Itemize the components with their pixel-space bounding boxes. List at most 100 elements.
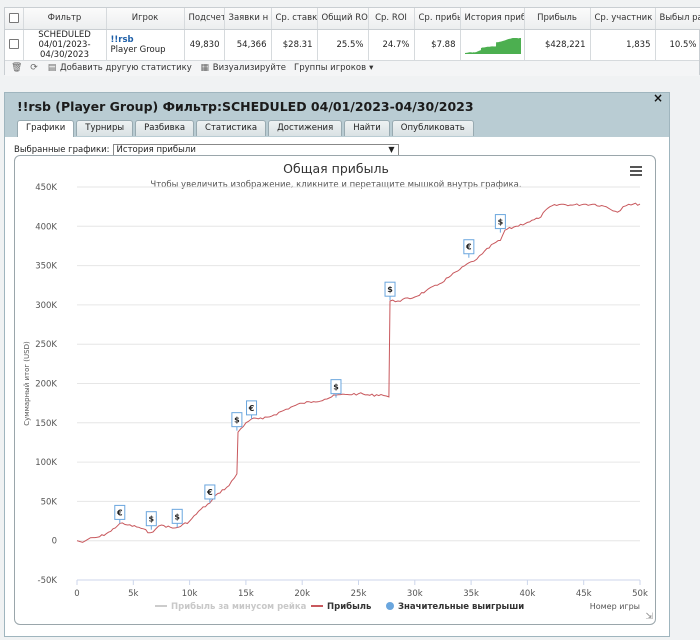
col-header-entries[interactable]: Заявки н <box>224 8 272 30</box>
x-tick-label: 50k <box>632 589 648 599</box>
profit-sparkline[interactable] <box>464 36 521 54</box>
tab-publish[interactable]: Опубликовать <box>391 120 474 136</box>
x-tick-label: 10k <box>182 589 198 599</box>
big-win-flag <box>231 412 243 428</box>
tab-achievements[interactable]: Достижения <box>268 120 343 136</box>
report-window-header: !!rsb (Player Group) Фильтр:SCHEDULED 04… <box>5 91 669 137</box>
x-axis-title: Номер игры <box>590 602 640 611</box>
big-win-symbol: € <box>116 508 123 517</box>
stats-table: Фильтр Игрок Подсчет Заявки н Ср. ставк … <box>5 8 700 60</box>
col-header-count[interactable]: Подсчет <box>184 8 225 30</box>
col-header-avg-profit[interactable]: Ср. прибы <box>414 8 461 30</box>
menu-bar <box>630 174 642 176</box>
legend-bigwin-label: Значительные выигрыши <box>398 602 524 612</box>
col-header-avg-roi[interactable]: Ср. ROI <box>368 8 415 30</box>
x-tick-label: 30k <box>407 589 423 599</box>
profit-history-cell[interactable] <box>460 29 525 60</box>
big-win-symbol: $ <box>387 285 393 294</box>
x-tick-label: 15k <box>238 589 254 599</box>
x-tick-label: 40k <box>520 589 536 599</box>
trash-icon[interactable]: 🗑 <box>11 63 23 73</box>
big-win-flag <box>171 508 183 524</box>
big-win-symbol: $ <box>149 515 155 524</box>
x-tick-label: 25k <box>351 589 367 599</box>
x-tick-label: 20k <box>294 589 310 599</box>
player-name-link[interactable]: !!rsb <box>110 34 134 45</box>
big-win-symbol: € <box>248 404 255 413</box>
chart-icon: ▦ <box>200 63 210 73</box>
add-stat-button[interactable]: ▤ Добавить другую статистику <box>47 63 192 73</box>
big-win-symbol: € <box>465 243 472 252</box>
player-group-label: Player Group <box>110 44 166 55</box>
profit-series-line <box>76 202 641 543</box>
col-header-profit[interactable]: Прибыль <box>524 8 591 30</box>
hamburger-menu-icon[interactable] <box>630 166 642 176</box>
stats-table-panel: Фильтр Игрок Подсчет Заявки н Ср. ставк … <box>4 7 700 76</box>
big-win-symbol: € <box>206 488 213 497</box>
tab-charts[interactable]: Графики <box>17 120 75 137</box>
chart-title: Общая прибыль <box>283 161 389 176</box>
add-stat-icon: ▤ <box>47 63 57 73</box>
player-groups-dropdown[interactable]: Группы игроков ▾ <box>294 63 373 73</box>
select-all-checkbox[interactable] <box>9 13 19 23</box>
row-checkbox[interactable] <box>9 39 19 50</box>
y-tick-label: 250K <box>35 340 57 350</box>
filter-line: 04/01/2023- <box>38 39 91 50</box>
big-win-symbol: $ <box>333 383 339 392</box>
visualize-label: Визуализируйте <box>212 63 287 73</box>
player-cell: !!rsb Player Group <box>106 29 185 60</box>
big-win-flag <box>204 484 216 500</box>
col-header-profit-history[interactable]: История прибы <box>460 8 525 30</box>
tab-breakdown[interactable]: Разбивка <box>135 120 195 136</box>
selected-chart-value: История прибыли <box>116 145 196 155</box>
col-header-avg-entrants[interactable]: Ср. участник <box>590 8 656 30</box>
profit-chart[interactable]: Общая прибыль Чтобы увеличить изображение… <box>15 156 657 626</box>
stats-header-row: Фильтр Игрок Подсчет Заявки н Ср. ставк … <box>5 8 700 30</box>
big-win-flag <box>494 214 506 230</box>
profit-cell: $428,221 <box>524 29 591 60</box>
visualize-button[interactable]: ▦ Визуализируйте <box>200 63 287 73</box>
avg-profit-cell: $7.88 <box>414 29 461 60</box>
count-cell: 49,830 <box>184 29 225 60</box>
big-win-symbol: $ <box>174 512 180 521</box>
legend-rake-label: Прибыль за минусом рейка <box>171 601 307 612</box>
x-tick-label: 45k <box>576 589 592 599</box>
resize-grip-icon[interactable]: ⇲ <box>645 612 653 622</box>
report-window: !!rsb (Player Group) Фильтр:SCHEDULED 04… <box>4 91 670 637</box>
tab-tournaments[interactable]: Турниры <box>76 120 134 136</box>
menu-bar <box>630 170 642 172</box>
profit-chart-container[interactable]: Общая прибыль Чтобы увеличить изображение… <box>14 155 656 625</box>
avg-entrants-cell: 1,835 <box>590 29 656 60</box>
menu-bar <box>630 166 642 168</box>
big-win-flag <box>145 511 157 527</box>
report-window-title: !!rsb (Player Group) Фильтр:SCHEDULED 04… <box>17 99 474 114</box>
big-win-flag <box>114 504 126 520</box>
col-header-total-roi[interactable]: Общий ROI <box>317 8 369 30</box>
refresh-icon[interactable]: ⟳ <box>30 63 38 73</box>
legend-bigwin-swatch <box>386 602 394 610</box>
y-tick-label: 300K <box>35 301 57 311</box>
tab-find[interactable]: Найти <box>344 120 390 136</box>
filter-line: 04/30/2023 <box>40 49 89 60</box>
y-tick-label: 150K <box>35 419 57 429</box>
col-header-avg-stake[interactable]: Ср. ставк <box>271 8 318 30</box>
col-header-player[interactable]: Игрок <box>106 8 185 30</box>
legend-profit-label: Прибыль <box>327 601 371 612</box>
chart-subtitle: Чтобы увеличить изображение, кликните и … <box>150 180 521 190</box>
chevron-down-icon: ▾ <box>369 63 374 73</box>
table-row[interactable]: SCHEDULED 04/01/2023- 04/30/2023 !!rsb P… <box>5 29 700 60</box>
col-header-early-exit[interactable]: Выбыл рано <box>655 8 700 30</box>
filter-cell: SCHEDULED 04/01/2023- 04/30/2023 <box>23 29 107 60</box>
filter-line: SCHEDULED <box>38 29 91 40</box>
report-tabs: Графики Турниры Разбивка Статистика Дост… <box>17 120 474 137</box>
big-win-flag <box>330 379 342 395</box>
add-stat-label: Добавить другую статистику <box>60 63 192 73</box>
big-win-flag <box>463 239 475 255</box>
row-select-cell[interactable] <box>5 29 24 60</box>
close-icon[interactable]: × <box>652 91 663 105</box>
select-all-header[interactable] <box>5 8 24 30</box>
x-tick-label: 0 <box>74 589 79 599</box>
col-header-filter[interactable]: Фильтр <box>23 8 107 30</box>
stats-toolbar: 🗑 ⟳ ▤ Добавить другую статистику ▦ Визуа… <box>5 59 699 76</box>
tab-statistics[interactable]: Статистика <box>196 120 267 136</box>
